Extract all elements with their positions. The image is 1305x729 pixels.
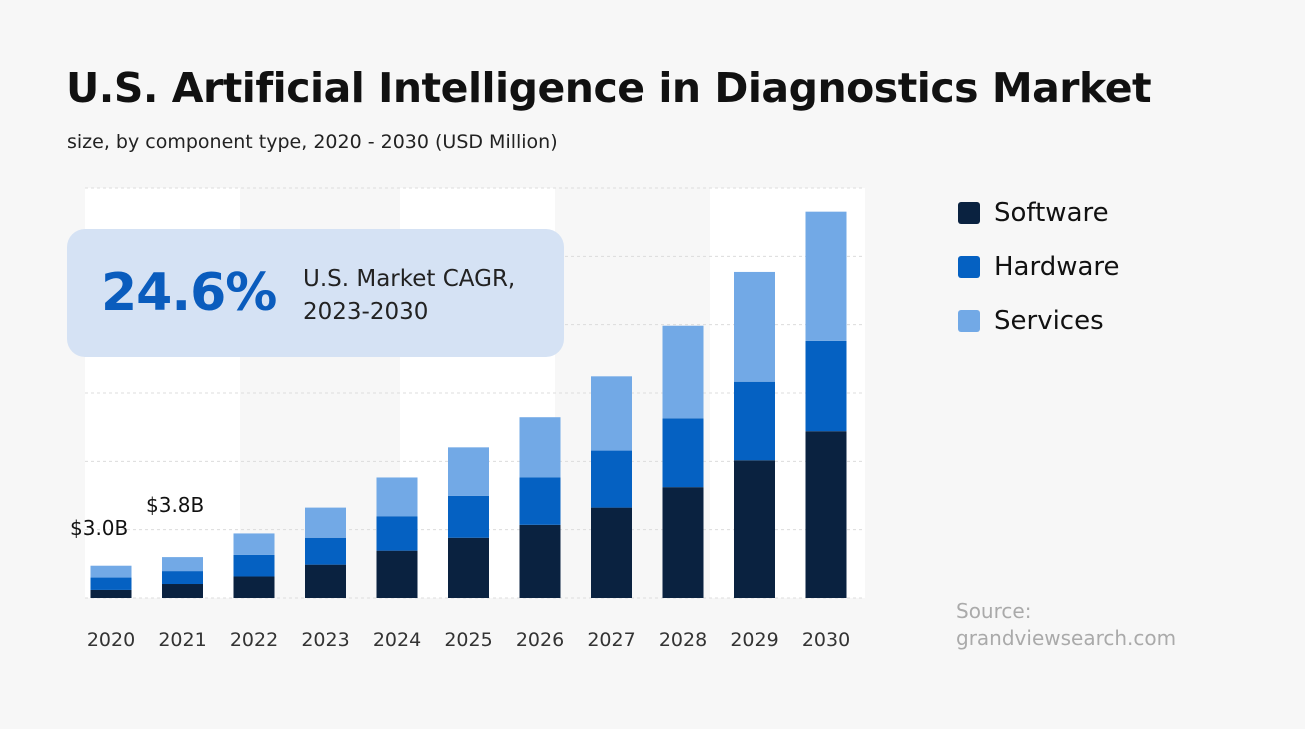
bar-services-2030 bbox=[805, 211, 847, 341]
bar-hardware-2023 bbox=[305, 537, 346, 565]
legend-swatch bbox=[958, 256, 980, 278]
bar-software-2028 bbox=[662, 487, 704, 598]
bar-services-2025 bbox=[448, 447, 489, 496]
cagr-label-line2: 2023-2030 bbox=[303, 299, 429, 325]
bar-services-2029 bbox=[734, 271, 775, 382]
bar-services-2021 bbox=[162, 557, 203, 572]
legend-label: Software bbox=[994, 198, 1109, 228]
x-tick-label: 2021 bbox=[158, 629, 206, 651]
bar-services-2028 bbox=[662, 325, 704, 419]
source-note: Source: grandviewsearch.com bbox=[956, 598, 1176, 652]
bar-services-2022 bbox=[233, 533, 275, 555]
bar-software-2025 bbox=[448, 537, 489, 598]
bar-software-2020 bbox=[90, 589, 132, 598]
bar-hardware-2025 bbox=[448, 495, 489, 538]
x-tick-label: 2023 bbox=[301, 629, 349, 651]
legend-item-software: Software bbox=[958, 186, 1120, 240]
bar-software-2027 bbox=[591, 507, 632, 598]
bar-hardware-2030 bbox=[805, 340, 847, 432]
x-tick-label: 2022 bbox=[230, 629, 278, 651]
cagr-label: U.S. Market CAGR, 2023-2030 bbox=[303, 263, 553, 329]
bar-software-2030 bbox=[805, 431, 847, 598]
x-tick-label: 2029 bbox=[730, 629, 778, 651]
source-url: grandviewsearch.com bbox=[956, 626, 1177, 650]
bar-software-2026 bbox=[519, 524, 561, 598]
x-tick-label: 2020 bbox=[87, 629, 135, 651]
bar-services-2023 bbox=[305, 507, 346, 538]
chart-subtitle: size, by component type, 2020 - 2030 (US… bbox=[67, 131, 558, 153]
x-tick-label: 2028 bbox=[659, 629, 707, 651]
legend: Software Hardware Services bbox=[958, 186, 1120, 348]
bar-software-2021 bbox=[162, 584, 203, 598]
bar-hardware-2029 bbox=[734, 381, 775, 461]
data-label-2020: $3.0B bbox=[70, 516, 129, 540]
chart-title: U.S. Artificial Intelligence in Diagnost… bbox=[66, 64, 1152, 112]
bar-hardware-2027 bbox=[591, 450, 632, 508]
source-label: Source: bbox=[956, 599, 1032, 623]
legend-item-hardware: Hardware bbox=[958, 240, 1120, 294]
legend-swatch bbox=[958, 310, 980, 332]
bar-hardware-2020 bbox=[90, 577, 132, 590]
legend-swatch bbox=[958, 202, 980, 224]
x-tick-label: 2027 bbox=[587, 629, 635, 651]
cagr-label-line1: U.S. Market CAGR, bbox=[303, 266, 516, 292]
bar-services-2027 bbox=[591, 376, 632, 451]
x-tick-label: 2024 bbox=[373, 629, 421, 651]
bar-services-2020 bbox=[90, 565, 132, 578]
bar-hardware-2026 bbox=[519, 477, 561, 525]
bar-hardware-2022 bbox=[233, 554, 275, 577]
bar-software-2024 bbox=[376, 550, 418, 598]
cagr-value: 24.6% bbox=[101, 263, 277, 323]
bar-hardware-2021 bbox=[162, 571, 203, 585]
bar-software-2029 bbox=[734, 460, 775, 598]
bar-software-2023 bbox=[305, 564, 346, 598]
x-tick-label: 2026 bbox=[516, 629, 564, 651]
bar-software-2022 bbox=[233, 576, 275, 598]
legend-label: Hardware bbox=[994, 252, 1120, 282]
x-tick-label: 2030 bbox=[802, 629, 850, 651]
bar-hardware-2024 bbox=[376, 516, 418, 551]
bar-services-2024 bbox=[376, 477, 418, 517]
legend-label: Services bbox=[994, 306, 1104, 336]
bar-hardware-2028 bbox=[662, 418, 704, 488]
data-label-2021: $3.8B bbox=[146, 493, 205, 517]
bar-services-2026 bbox=[519, 417, 561, 478]
cagr-callout: 24.6% U.S. Market CAGR, 2023-2030 bbox=[67, 229, 564, 357]
x-tick-label: 2025 bbox=[444, 629, 492, 651]
legend-item-services: Services bbox=[958, 294, 1120, 348]
